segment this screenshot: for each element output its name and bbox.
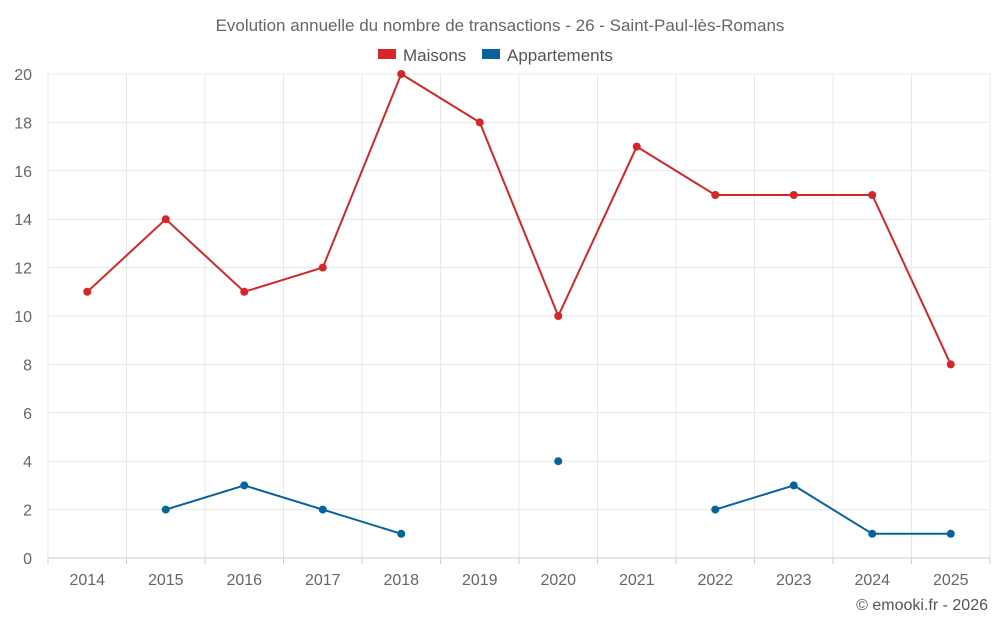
legend-label[interactable]: Appartements: [507, 46, 613, 65]
x-tick-label: 2022: [697, 572, 733, 589]
data-point[interactable]: [789, 481, 798, 490]
data-point[interactable]: [240, 481, 249, 490]
series-appartements: [161, 457, 955, 538]
x-tick-label: 2018: [383, 572, 419, 589]
y-tick-label: 6: [23, 406, 32, 423]
data-point[interactable]: [868, 529, 877, 538]
data-point[interactable]: [554, 312, 563, 320]
data-point[interactable]: [789, 191, 798, 199]
x-tick-label: 2014: [69, 572, 105, 589]
y-tick-label: 10: [14, 309, 32, 326]
grid: [47, 73, 991, 564]
footer-credit: © emooki.fr - 2026: [856, 597, 988, 614]
legend: Maisons Appartements: [378, 46, 613, 65]
y-tick-label: 12: [14, 261, 32, 278]
y-tick-label: 16: [14, 164, 32, 181]
data-point[interactable]: [318, 505, 327, 514]
data-point[interactable]: [946, 529, 955, 538]
x-tick-label: 2023: [776, 572, 812, 589]
x-tick-label: 2025: [933, 572, 969, 589]
series-line: [714, 484, 951, 535]
data-point[interactable]: [632, 142, 641, 151]
y-tick-label: 2: [23, 503, 32, 520]
y-tick-label: 4: [23, 454, 32, 471]
data-point[interactable]: [318, 263, 327, 272]
data-point[interactable]: [554, 457, 563, 466]
data-point[interactable]: [711, 505, 720, 514]
data-point[interactable]: [475, 118, 484, 127]
y-tick-label: 18: [14, 115, 32, 132]
data-point[interactable]: [240, 287, 249, 296]
y-axis: 0 2 4 6 8 10 12 14 16 18 20: [14, 67, 32, 568]
legend-swatch: [482, 49, 500, 59]
x-tick-label: 2016: [226, 572, 262, 589]
x-axis: 2014 2015 2016 2017 2018 2019 2020 2021 2022 2023…: [69, 572, 968, 589]
data-point[interactable]: [946, 360, 955, 369]
data-point[interactable]: [83, 287, 92, 296]
chart-title: Evolution annuelle du nombre de transact…: [216, 16, 785, 35]
x-tick-label: 2021: [619, 572, 655, 589]
x-tick-label: 2024: [854, 572, 890, 589]
x-tick-label: 2020: [540, 572, 576, 589]
y-tick-label: 14: [14, 212, 32, 229]
data-point[interactable]: [711, 191, 720, 199]
data-point[interactable]: [397, 529, 406, 538]
y-tick-label: 0: [23, 551, 32, 568]
legend-label[interactable]: Maisons: [403, 46, 466, 65]
x-tick-label: 2019: [462, 572, 498, 589]
data-point[interactable]: [161, 215, 170, 224]
legend-swatch: [378, 49, 396, 59]
data-point[interactable]: [397, 70, 406, 78]
series-line: [86, 73, 952, 365]
data-point[interactable]: [161, 505, 170, 514]
data-point[interactable]: [868, 191, 877, 199]
series-line: [165, 484, 402, 535]
x-tick-label: 2017: [305, 572, 341, 589]
y-tick-label: 20: [14, 67, 32, 84]
series-group: [83, 70, 955, 538]
series-maisons: [83, 70, 955, 369]
y-tick-label: 8: [23, 357, 32, 374]
x-tick-label: 2015: [148, 572, 184, 589]
